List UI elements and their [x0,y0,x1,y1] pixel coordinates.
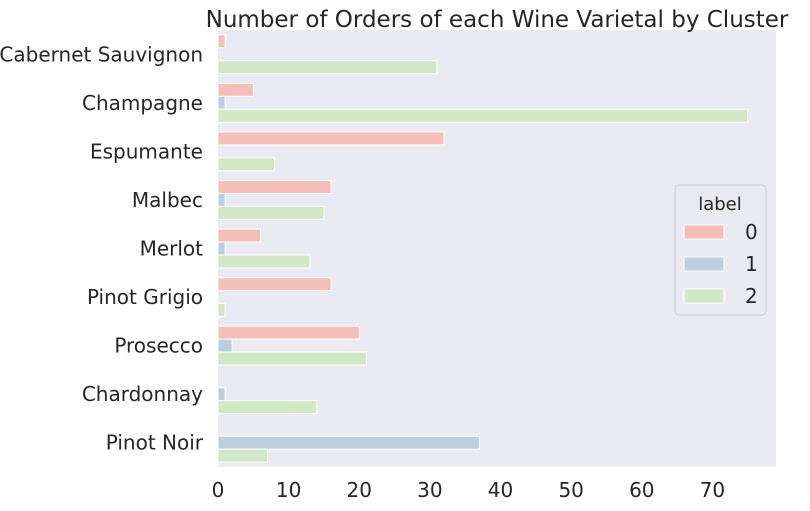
legend: label 0 1 2 [674,184,767,316]
category-labels: Cabernet Sauvignon Champagne Espumante Malb… [0,42,204,454]
bar-champagne-label-1 [217,95,226,110]
bar-chardonnay-label-1 [217,387,226,402]
bar-prosecco-label-0 [217,325,360,340]
bar-cabernet-sauvignon-label-0 [217,34,226,49]
bar-champagne-label-0 [217,82,254,97]
x-tick-label: 60 [629,478,654,502]
legend-title: label [698,194,742,215]
legend-label: 2 [745,284,758,308]
x-tick-label: 30 [417,478,442,502]
legend-swatch [683,288,725,304]
bar-pinot-noir-label-1 [217,435,480,450]
legend-label: 0 [745,220,758,244]
category-label: Pinot Grigio [87,285,203,309]
legend-label: 1 [745,252,758,276]
category-label: Champagne [82,91,203,115]
legend-swatch [683,256,725,272]
category-label: Chardonnay [82,382,203,406]
legend-box [674,184,767,316]
chart-title: Number of Orders of each Wine Varietal b… [206,7,789,33]
category-label: Malbec [132,188,203,212]
bar-espumante-label-2 [217,157,276,172]
bar-pinot-grigio-label-2 [217,303,226,317]
bar-merlot-label-0 [217,228,261,243]
x-tick-label: 0 [212,478,225,502]
category-label: Prosecco [114,334,203,358]
bar-cabernet-sauvignon-label-2 [217,60,438,75]
category-label: Cabernet Sauvignon [0,42,203,66]
x-tick-label: 50 [558,478,583,502]
x-tick-labels: 0 10 20 30 40 50 60 70 [212,478,726,502]
x-tick-label: 10 [276,478,301,502]
bar-merlot-label-1 [217,241,226,256]
bar-pinot-grigio-label-0 [217,277,332,292]
bar-chardonnay-label-2 [217,400,318,415]
bar-merlot-label-2 [217,254,311,269]
legend-items: 0 1 2 [683,220,758,308]
x-tick-label: 40 [488,478,513,502]
category-label: Merlot [140,237,204,261]
bar-pinot-noir-label-2 [217,448,268,463]
bar-malbec-label-0 [217,180,332,194]
bars-group [217,34,749,463]
category-label: Pinot Noir [106,431,204,455]
bar-espumante-label-0 [217,131,445,146]
bar-prosecco-label-1 [217,338,233,353]
bar-malbec-label-1 [217,192,226,207]
category-label: Espumante [90,139,203,163]
x-tick-label: 20 [347,478,372,502]
bar-malbec-label-2 [217,205,325,220]
bar-champagne-label-2 [217,108,749,123]
legend-swatch [683,224,725,240]
x-tick-label: 70 [700,478,725,502]
bar-prosecco-label-2 [217,351,367,366]
